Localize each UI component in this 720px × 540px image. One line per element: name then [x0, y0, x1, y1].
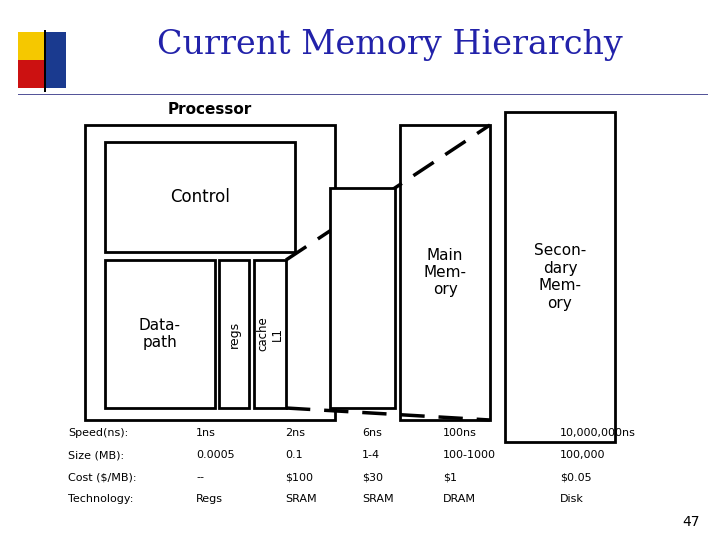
Text: Data-
path: Data- path [139, 318, 181, 350]
Bar [105, 142, 295, 252]
Text: $1: $1 [443, 472, 457, 482]
Text: regs: regs [228, 320, 240, 348]
Bar [219, 260, 249, 408]
Text: Main
Mem-
ory: Main Mem- ory [423, 248, 467, 298]
Text: 6ns: 6ns [362, 428, 382, 438]
Text: SRAM: SRAM [285, 494, 317, 504]
Text: Cost ($/MB):: Cost ($/MB): [68, 472, 137, 482]
Text: 10,000,000ns: 10,000,000ns [560, 428, 636, 438]
Bar [505, 112, 615, 442]
Bar [18, 32, 46, 60]
Text: 100-1000: 100-1000 [443, 450, 496, 460]
Bar [105, 260, 215, 408]
Text: $30: $30 [362, 472, 383, 482]
Bar [254, 260, 286, 408]
Bar [46, 32, 66, 88]
Text: Control: Control [170, 188, 230, 206]
Text: L2
Cache: L2 Cache [338, 282, 387, 314]
Bar [18, 93, 708, 95]
Text: 0.0005: 0.0005 [196, 450, 235, 460]
Bar [85, 125, 335, 420]
Bar [44, 30, 46, 92]
Text: Size (MB):: Size (MB): [68, 450, 124, 460]
Text: SRAM: SRAM [362, 494, 394, 504]
Bar [18, 60, 46, 88]
Text: Speed(ns):: Speed(ns): [68, 428, 128, 438]
Text: 2ns: 2ns [285, 428, 305, 438]
Text: DRAM: DRAM [443, 494, 476, 504]
Text: 47: 47 [683, 515, 700, 529]
Text: 0.1: 0.1 [285, 450, 302, 460]
Text: Processor: Processor [168, 102, 252, 117]
Text: Current Memory Hierarchy: Current Memory Hierarchy [157, 29, 623, 61]
Text: cache
L1: cache L1 [256, 316, 284, 352]
Text: Disk: Disk [560, 494, 584, 504]
Text: Secon-
dary
Mem-
ory: Secon- dary Mem- ory [534, 244, 586, 310]
Text: Regs: Regs [196, 494, 223, 504]
Text: $0.05: $0.05 [560, 472, 592, 482]
Text: 100ns: 100ns [443, 428, 477, 438]
Text: $100: $100 [285, 472, 313, 482]
Text: 1ns: 1ns [196, 428, 216, 438]
Text: --: -- [196, 472, 204, 482]
Text: 100,000: 100,000 [560, 450, 606, 460]
Bar [330, 188, 395, 408]
Text: Technology:: Technology: [68, 494, 133, 504]
Text: 1-4: 1-4 [362, 450, 380, 460]
Bar [400, 125, 490, 420]
